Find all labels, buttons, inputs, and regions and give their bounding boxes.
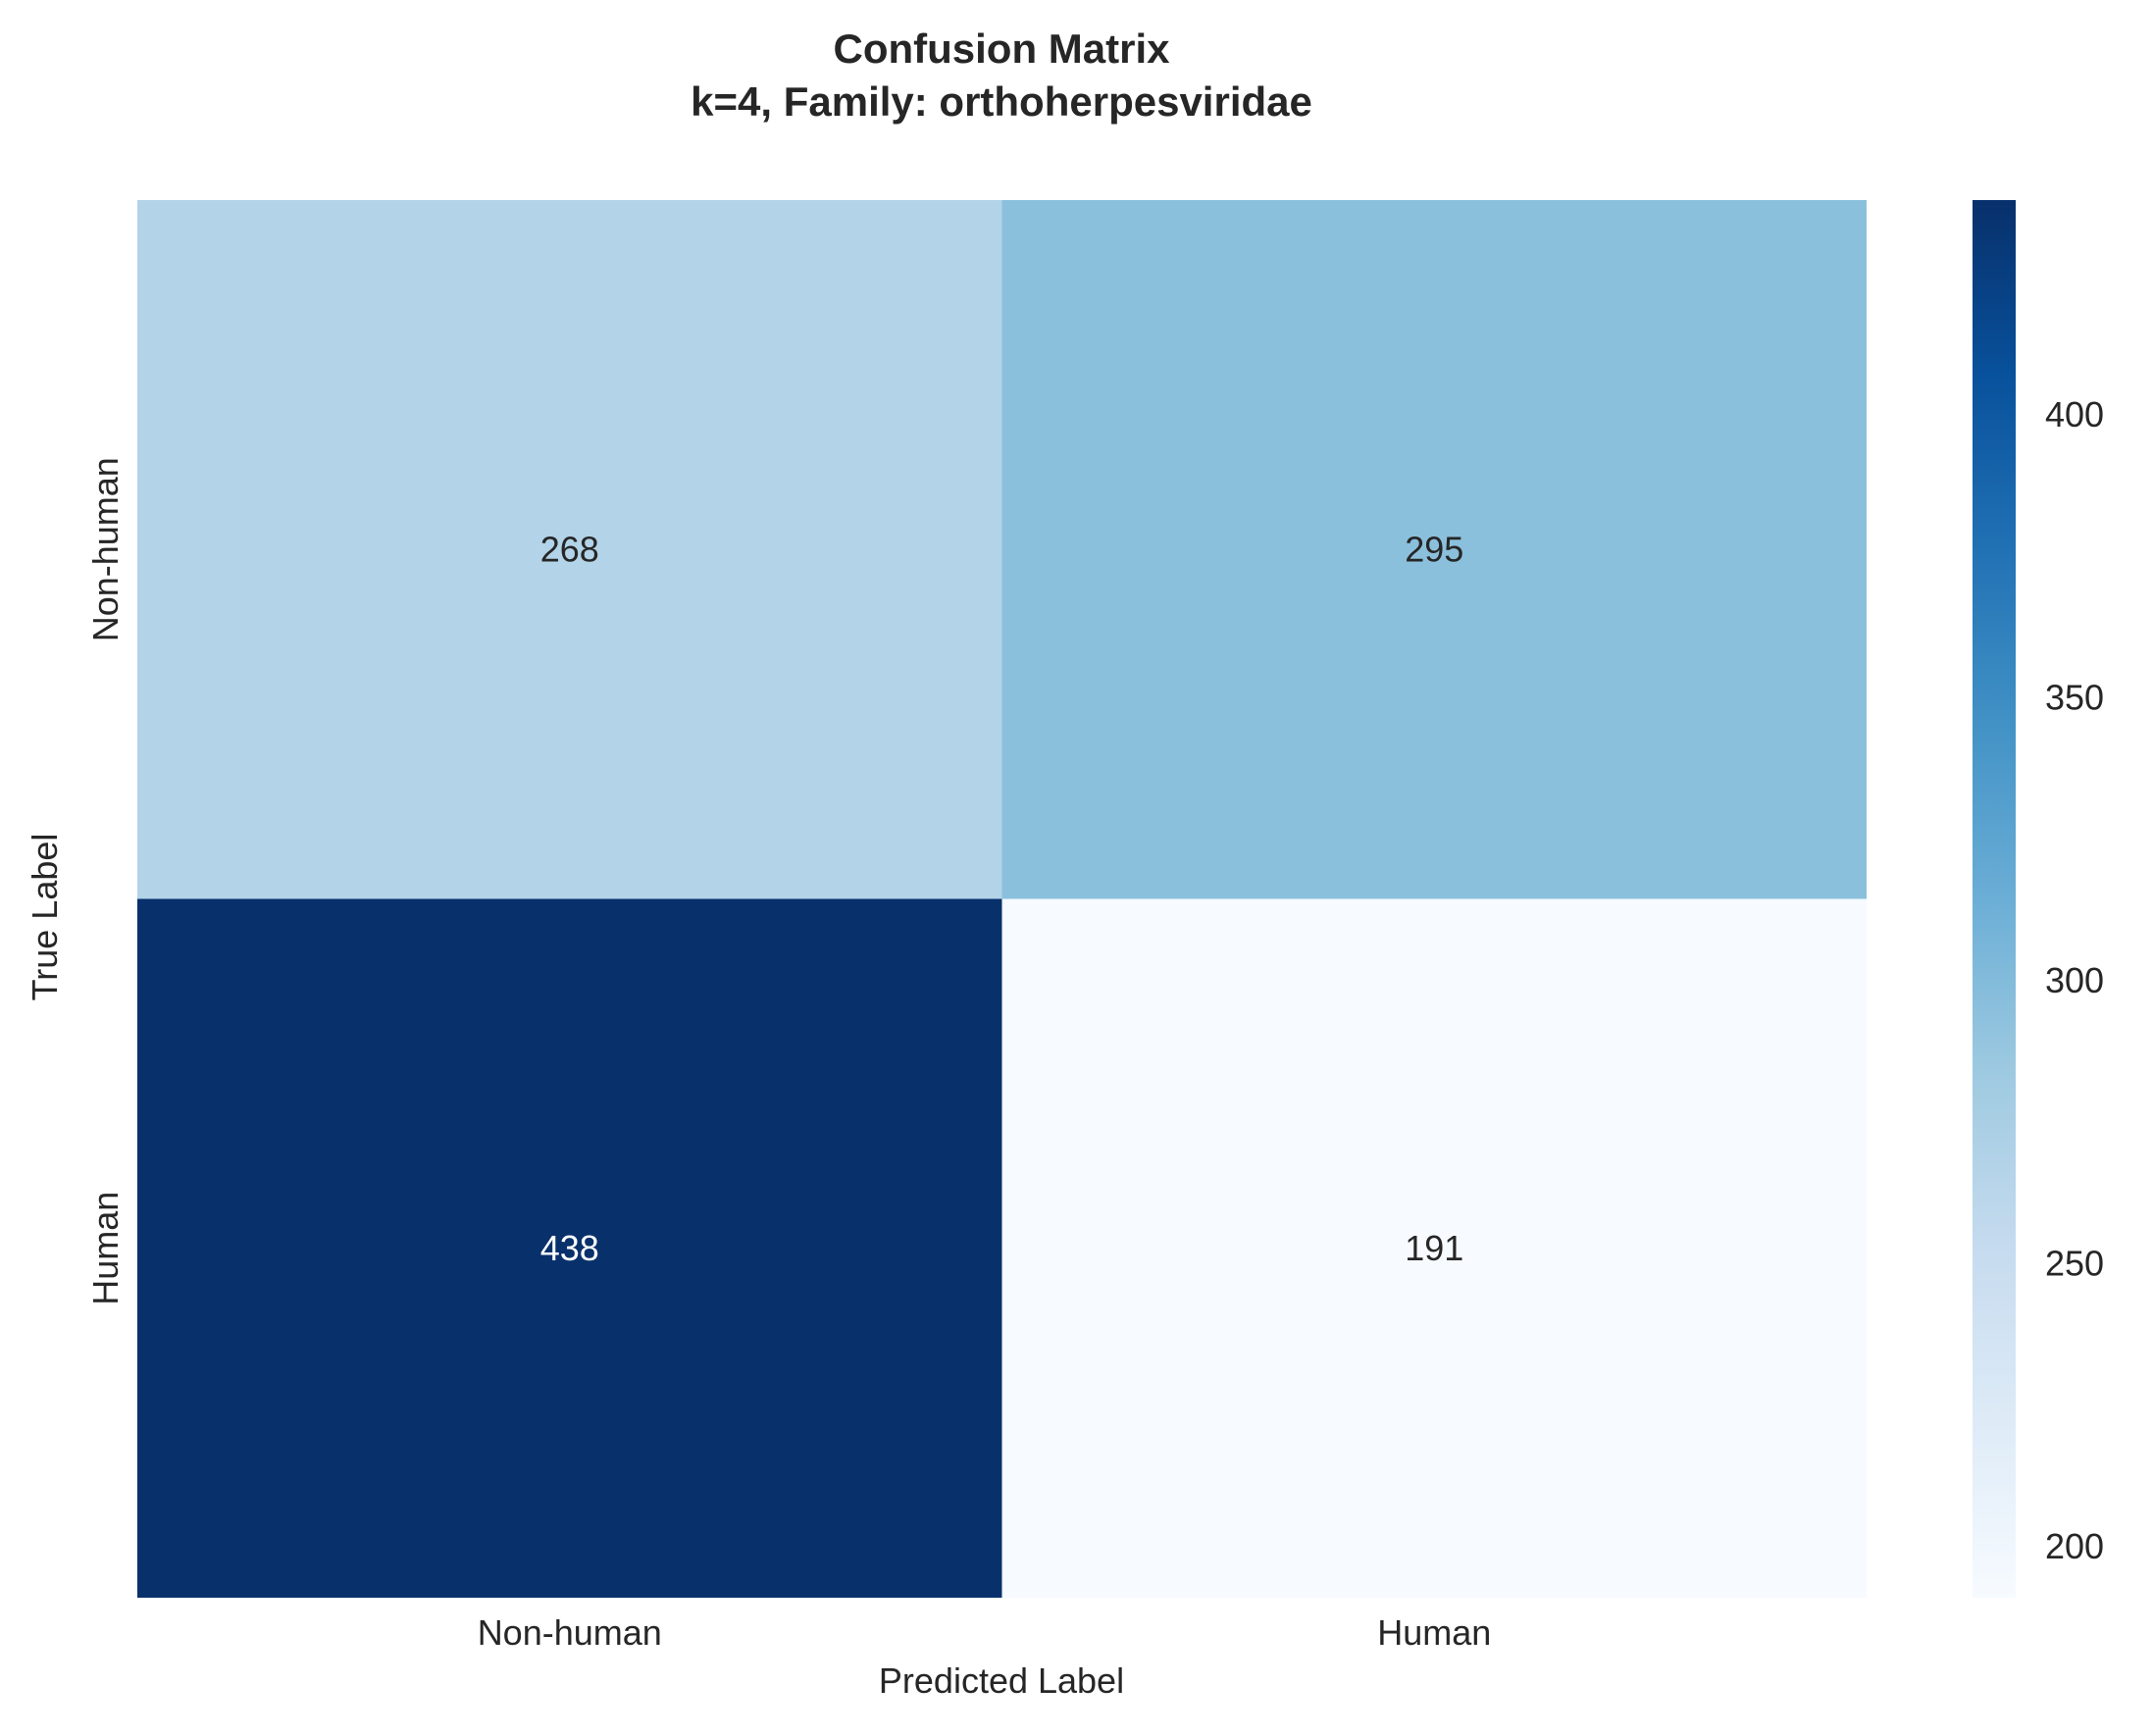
colorbar-tick-label: 350 xyxy=(2045,678,2104,718)
colorbar xyxy=(1973,200,2016,1598)
heatmap-cell xyxy=(1001,898,1867,1598)
heatmap-cell xyxy=(137,898,1002,1598)
chart-title-line-2: k=4, Family: orthoherpesviridae xyxy=(691,78,1312,125)
y-tick-labels: Non-human Human xyxy=(85,457,126,1305)
y-axis-label: True Label xyxy=(25,834,65,1001)
cell-value-label: 191 xyxy=(1405,1228,1463,1268)
y-tick-label: Non-human xyxy=(85,457,126,641)
x-tick-label: Non-human xyxy=(478,1612,662,1653)
heatmap-cell xyxy=(137,200,1002,899)
colorbar-tick-label: 400 xyxy=(2045,394,2104,434)
cell-value-label: 268 xyxy=(540,529,599,569)
y-tick-label: Human xyxy=(85,1192,126,1305)
heatmap-cell xyxy=(1001,200,1867,899)
x-tick-labels: Non-human Human xyxy=(478,1612,1492,1653)
chart-title-line-1: Confusion Matrix xyxy=(834,26,1171,72)
colorbar-tick-label: 200 xyxy=(2045,1526,2104,1566)
cell-value-label: 438 xyxy=(540,1228,599,1268)
cell-value-label: 295 xyxy=(1405,529,1463,569)
heatmap-cells: 268 295 438 191 xyxy=(137,200,1867,1598)
colorbar-tick-label: 250 xyxy=(2045,1244,2104,1284)
colorbar-tick-label: 300 xyxy=(2045,960,2104,1000)
colorbar-tick-labels: 200 250 300 350 400 xyxy=(2045,394,2104,1566)
x-tick-label: Human xyxy=(1377,1612,1491,1653)
x-axis-label: Predicted Label xyxy=(879,1660,1124,1701)
